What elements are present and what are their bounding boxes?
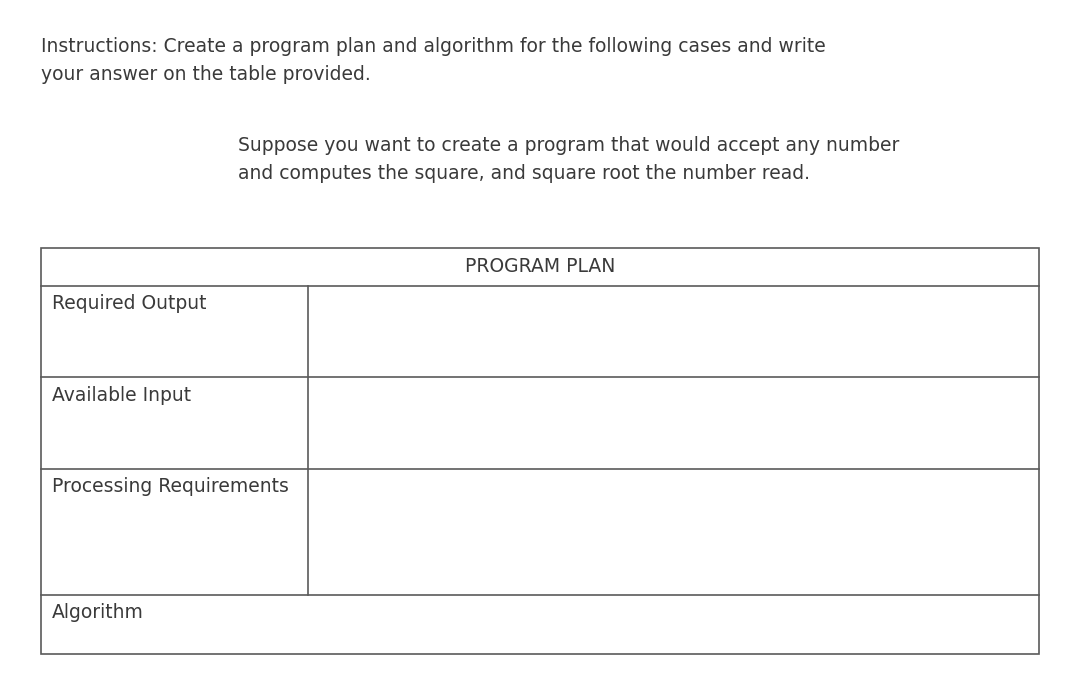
Text: Processing Requirements: Processing Requirements [52,477,288,496]
Text: Instructions: Create a program plan and algorithm for the following cases and wr: Instructions: Create a program plan and … [41,37,826,84]
Text: PROGRAM PLAN: PROGRAM PLAN [464,258,616,276]
Text: Suppose you want to create a program that would accept any number
and computes t: Suppose you want to create a program tha… [238,136,899,183]
Text: Available Input: Available Input [52,386,191,405]
Bar [41,248,1039,654]
Text: Algorithm: Algorithm [52,603,144,622]
Text: Required Output: Required Output [52,294,206,313]
